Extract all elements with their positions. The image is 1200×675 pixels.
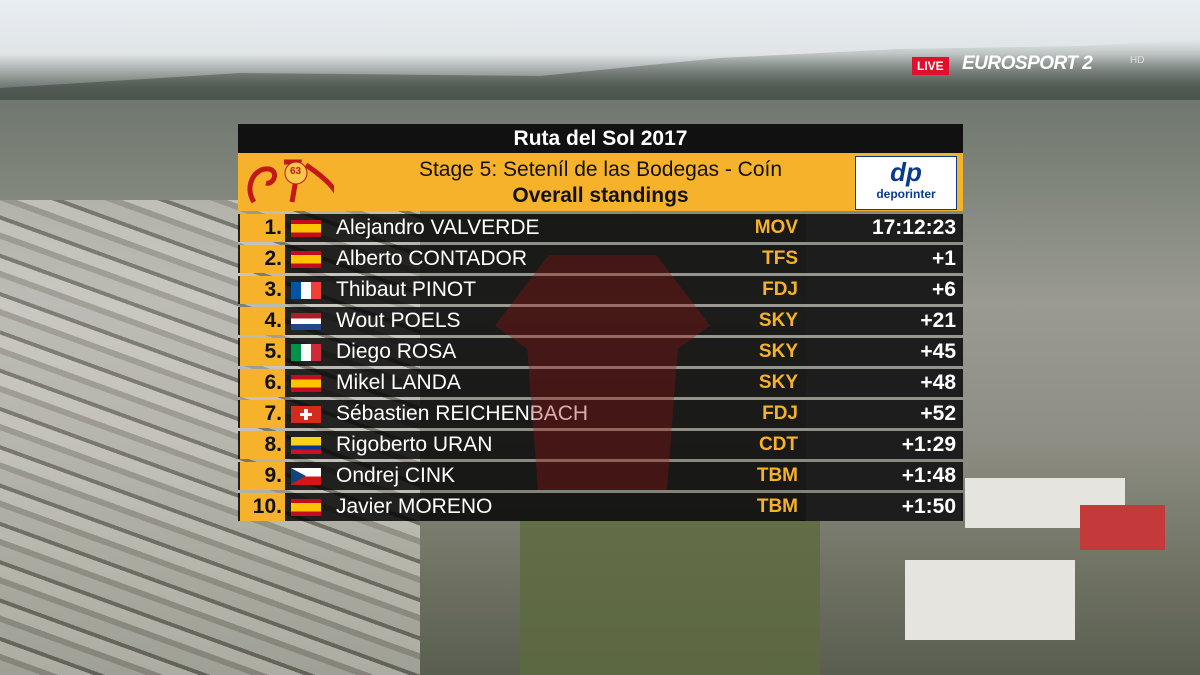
- rank: 9.: [240, 462, 285, 490]
- standing-row: 2. Alberto CONTADOR TFS +1: [238, 245, 963, 273]
- team: FDJ: [762, 279, 798, 300]
- team: FDJ: [762, 403, 798, 424]
- field: [520, 520, 820, 675]
- standing-row: 10. Javier MORENO TBM +1:50: [238, 493, 963, 521]
- flag: [291, 375, 321, 392]
- standing-row: 4. Wout POELS SKY +21: [238, 307, 963, 335]
- time-gap: +1: [806, 245, 961, 273]
- standing-row: 9. Ondrej CINK TBM +1:48: [238, 462, 963, 490]
- race-logo-art: [247, 159, 342, 204]
- rider-name: Rigoberto URAN: [336, 433, 493, 456]
- rider-name: Diego ROSA: [336, 340, 457, 363]
- rider-name: Javier MORENO: [336, 495, 493, 518]
- rider-name: Thibaut PINOT: [336, 278, 477, 301]
- race-logo: 63: [244, 157, 342, 207]
- rank: 5.: [240, 338, 285, 366]
- flag: [291, 344, 321, 361]
- flag: [291, 499, 321, 516]
- flag: [291, 251, 321, 268]
- flag: [291, 437, 321, 454]
- rider-name: Sébastien REICHENBACH: [336, 402, 589, 425]
- rows: 1. Alejandro VALVERDE MOV 17:12:23 2. Alberto…: [238, 214, 963, 521]
- rank: 8.: [240, 431, 285, 459]
- standing-row: 1. Alejandro VALVERDE MOV 17:12:23: [238, 214, 963, 242]
- time-gap: 17:12:23: [806, 214, 961, 242]
- rank: 4.: [240, 307, 285, 335]
- flag: [291, 468, 321, 485]
- sponsor-mark: dp: [890, 157, 922, 187]
- subtitle: Overall standings: [512, 184, 689, 207]
- rider-name: Alberto CONTADOR: [336, 247, 527, 270]
- time-gap: +1:48: [806, 462, 961, 490]
- hd-badge: HD: [1130, 55, 1145, 66]
- rank: 10.: [240, 493, 285, 521]
- rank: 2.: [240, 245, 285, 273]
- flag: [291, 313, 321, 330]
- time-gap: +6: [806, 276, 961, 304]
- time-gap: +1:29: [806, 431, 961, 459]
- rider-name: Wout POELS: [336, 309, 461, 332]
- live-badge: LIVE: [912, 57, 949, 75]
- team: SKY: [758, 341, 798, 362]
- standing-row: 5. Diego ROSA SKY +45: [238, 338, 963, 366]
- standing-row: 3. Thibaut PINOT FDJ +6: [238, 276, 963, 304]
- team: MOV: [754, 217, 798, 238]
- time-gap: +21: [806, 307, 961, 335]
- board-title: Ruta del Sol 2017: [238, 124, 963, 153]
- team: TFS: [762, 248, 798, 269]
- rider-name: Alejandro VALVERDE: [336, 216, 540, 239]
- standing-row: 7. Sébastien REICHENBACH FDJ +52: [238, 400, 963, 428]
- team: TBM: [756, 465, 798, 486]
- standings-board: Ruta del Sol 2017 63 Stage 5: Seteníl de…: [238, 124, 963, 521]
- rider-name: Mikel LANDA: [336, 371, 461, 394]
- team: SKY: [758, 372, 798, 393]
- sponsor-name: deporinter: [876, 187, 936, 201]
- team: TBM: [756, 496, 798, 517]
- time-gap: +52: [806, 400, 961, 428]
- board-header: 63 Stage 5: Seteníl de las Bodegas - Coí…: [238, 153, 963, 211]
- building: [905, 560, 1075, 640]
- rank: 7.: [240, 400, 285, 428]
- stage: Stage 5: Seteníl de las Bodegas - Coín: [418, 158, 783, 181]
- time-gap: +48: [806, 369, 961, 397]
- standing-row: 8. Rigoberto URAN CDT +1:29: [238, 431, 963, 459]
- rider-name: Ondrej CINK: [336, 464, 456, 487]
- logo-number: 63: [290, 166, 302, 177]
- standing-row: 6. Mikel LANDA SKY +48: [238, 369, 963, 397]
- team: CDT: [758, 434, 798, 455]
- sponsor-logo: dp deporinter: [855, 156, 957, 210]
- rank: 1.: [240, 214, 285, 242]
- flag: [291, 406, 321, 423]
- flag: [291, 282, 321, 299]
- time-gap: +1:50: [806, 493, 961, 521]
- flag: [291, 220, 321, 237]
- time-gap: +45: [806, 338, 961, 366]
- logo-badge: [284, 161, 308, 185]
- team: SKY: [758, 310, 798, 331]
- rank: 6.: [240, 369, 285, 397]
- channel-logo: EUROSPORT 2: [962, 53, 1093, 74]
- building: [1080, 505, 1165, 550]
- rank: 3.: [240, 276, 285, 304]
